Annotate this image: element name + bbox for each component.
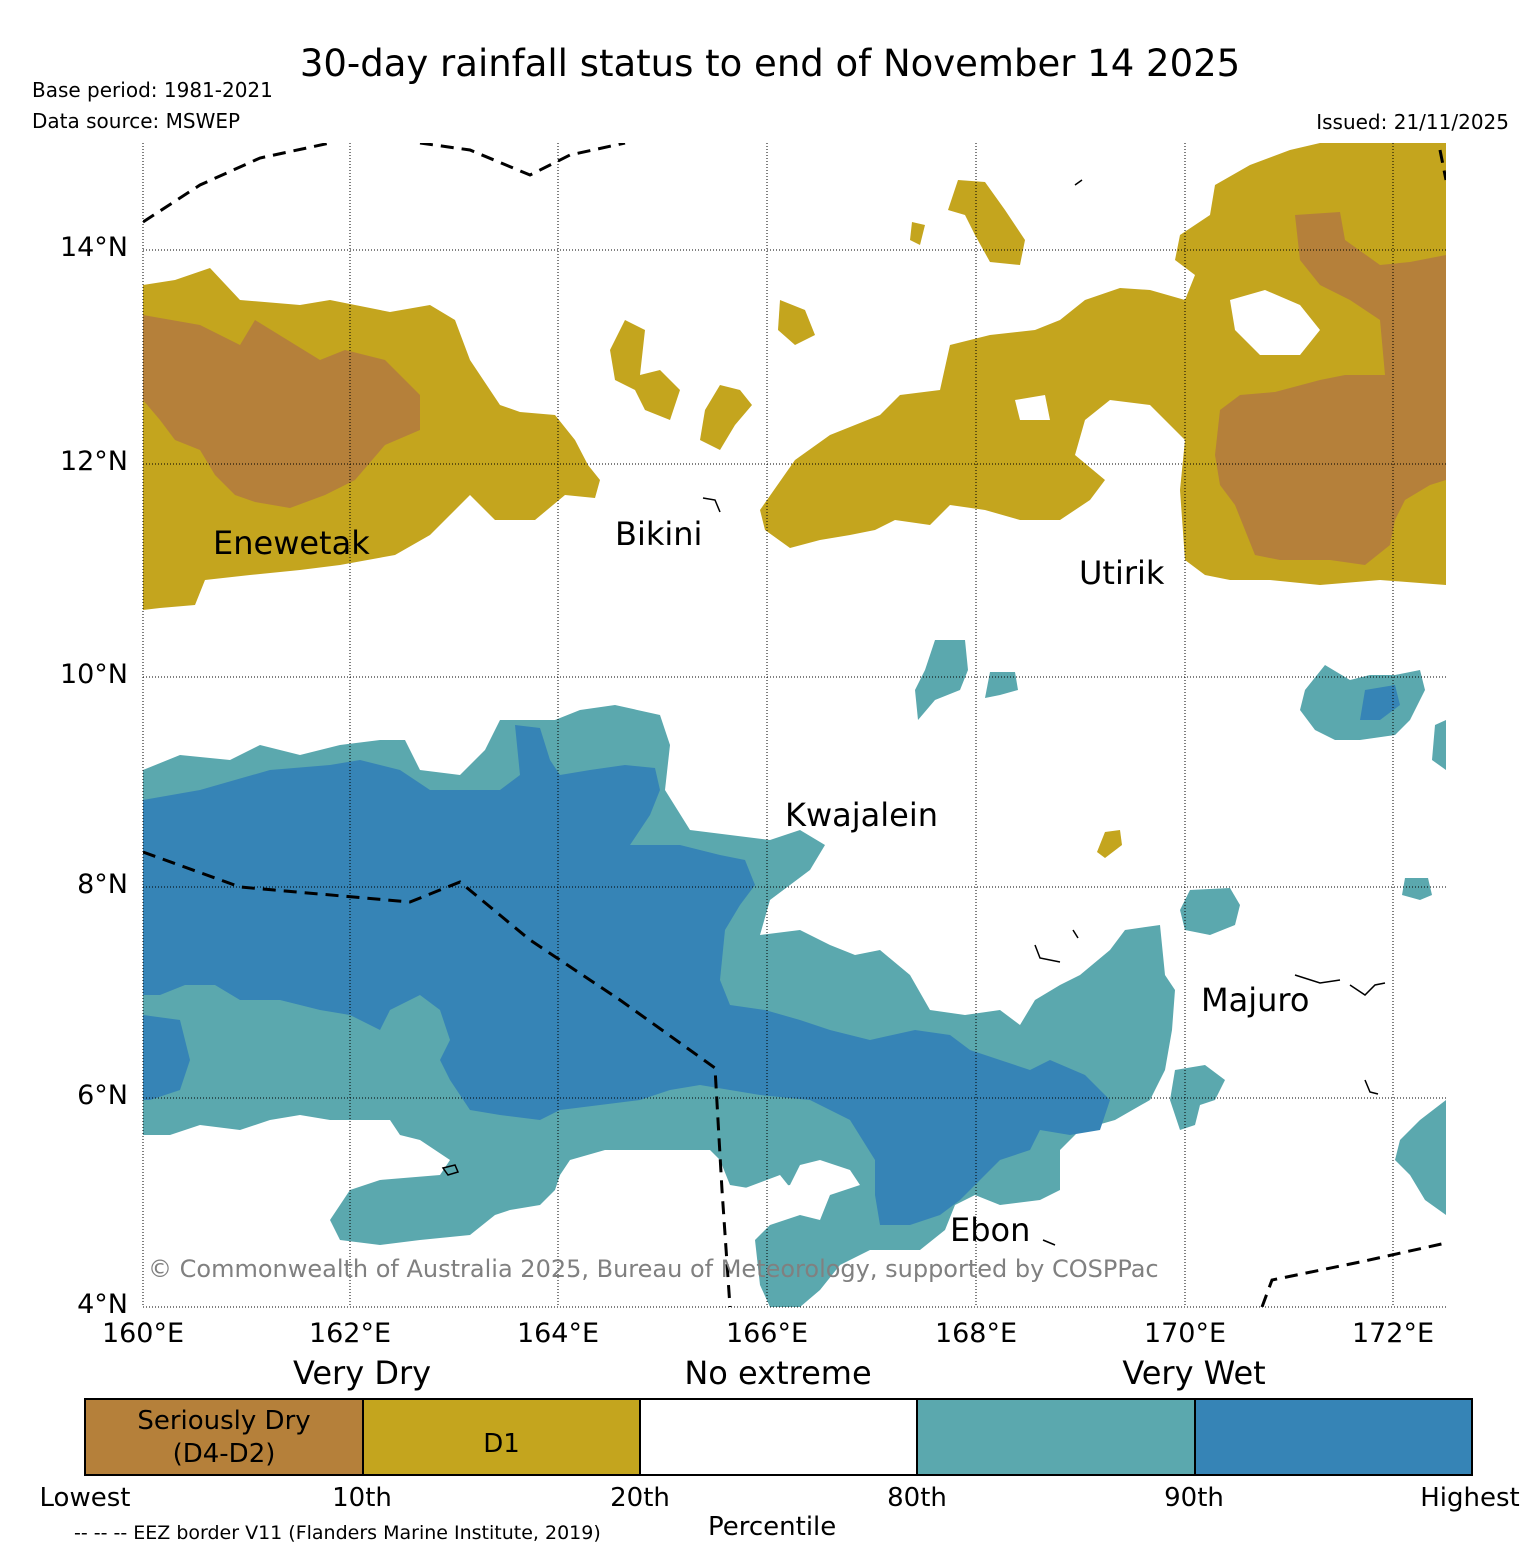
lon-label-168: 168°E [934, 1318, 1018, 1349]
lon-label-172: 172°E [1351, 1318, 1435, 1349]
lat-label-14: 14°N [59, 232, 128, 263]
lon-label-164: 164°E [516, 1318, 600, 1349]
place-majuro: Majuro [1201, 981, 1310, 1019]
percentile-20th: 20th [610, 1483, 670, 1513]
legend-category-no-extreme: No extreme [684, 1354, 872, 1392]
wet-patch-east-3 [1170, 1065, 1225, 1130]
legend-box-d1: D1 [362, 1398, 641, 1476]
eez-border [143, 143, 1446, 1307]
wet-patch-north-2 [985, 672, 1018, 698]
highest-patch-east [1360, 685, 1400, 720]
legend-box-seriously-dry: Seriously Dry (D4-D2) [84, 1398, 364, 1476]
rainfall-regions [143, 143, 1446, 1307]
d1-hole-east [1230, 290, 1320, 355]
seriously-dry-region-east [1215, 212, 1446, 565]
base-period: Base period: 1981-2021 [32, 78, 273, 102]
legend-box-label-line1: Seriously Dry [137, 1406, 311, 1436]
place-utirik: Utirik [1079, 554, 1165, 592]
lat-label-4: 4°N [77, 1289, 128, 1320]
place-enewetak: Enewetak [213, 524, 370, 562]
wet-patch-north [915, 640, 968, 720]
wet-patch-east-6 [1432, 720, 1446, 770]
lon-label-160: 160°E [101, 1318, 185, 1349]
island-outlines [441, 179, 1386, 1246]
lat-label-10: 10°N [59, 659, 128, 690]
d1-hole-east-2 [1015, 395, 1050, 420]
wet-hole-south [740, 1175, 800, 1215]
legend-category-very-dry: Very Dry [292, 1354, 432, 1392]
percentile-axis-title: Percentile [708, 1512, 837, 1542]
highest-region [143, 725, 1110, 1225]
lat-label-12: 12°N [59, 446, 128, 477]
wet-patch-east-2 [1180, 888, 1240, 935]
percentile-10th: 10th [332, 1483, 392, 1513]
d1-patch-kwajalein [1097, 830, 1122, 858]
place-kwajalein: Kwajalein [785, 796, 939, 834]
legend-box-no-extreme [639, 1398, 918, 1476]
copyright-notice: © Commonwealth of Australia 2025, Bureau… [148, 1255, 1159, 1283]
lon-label-162: 162°E [308, 1318, 392, 1349]
issued-date: Issued: 21/11/2025 [1316, 110, 1509, 134]
wet-patch-east-5 [1402, 878, 1432, 900]
legend-box-very-wet [916, 1398, 1196, 1476]
d1-patch-north-3 [910, 222, 925, 245]
eez-border-note: -- -- -- EEZ border V11 (Flanders Marine… [74, 1522, 601, 1544]
legend-box-label-line2: (D4-D2) [172, 1439, 276, 1469]
wet-patch-east [1300, 665, 1425, 740]
legend-box-label-d1: D1 [483, 1429, 520, 1459]
place-bikini: Bikini [615, 515, 703, 553]
seriously-dry-region-west [143, 315, 420, 508]
legend-box-highest [1194, 1398, 1473, 1476]
lon-label-166: 166°E [725, 1318, 809, 1349]
place-ebon: Ebon [950, 1211, 1031, 1249]
percentile-lowest: Lowest [39, 1483, 131, 1513]
highest-region-west [143, 1015, 190, 1100]
wet-patch-east-4 [1395, 1100, 1446, 1215]
data-source: Data source: MSWEP [32, 109, 241, 133]
percentile-90th: 90th [1164, 1483, 1224, 1513]
lon-label-170: 170°E [1143, 1318, 1227, 1349]
percentile-80th: 80th [887, 1483, 947, 1513]
d1-patch-north [778, 300, 815, 345]
d1-patch-bikini-2 [700, 385, 752, 450]
percentile-highest: Highest [1420, 1483, 1520, 1513]
map-title: 30-day rainfall status to end of Novembe… [299, 42, 1241, 85]
lat-label-6: 6°N [77, 1080, 128, 1111]
d1-patch-north-2 [948, 180, 1025, 265]
legend-category-very-wet: Very Wet [1122, 1354, 1266, 1392]
d1-patch-bikini [610, 320, 680, 420]
graticule [142, 143, 1446, 1308]
lat-label-8: 8°N [77, 869, 128, 900]
